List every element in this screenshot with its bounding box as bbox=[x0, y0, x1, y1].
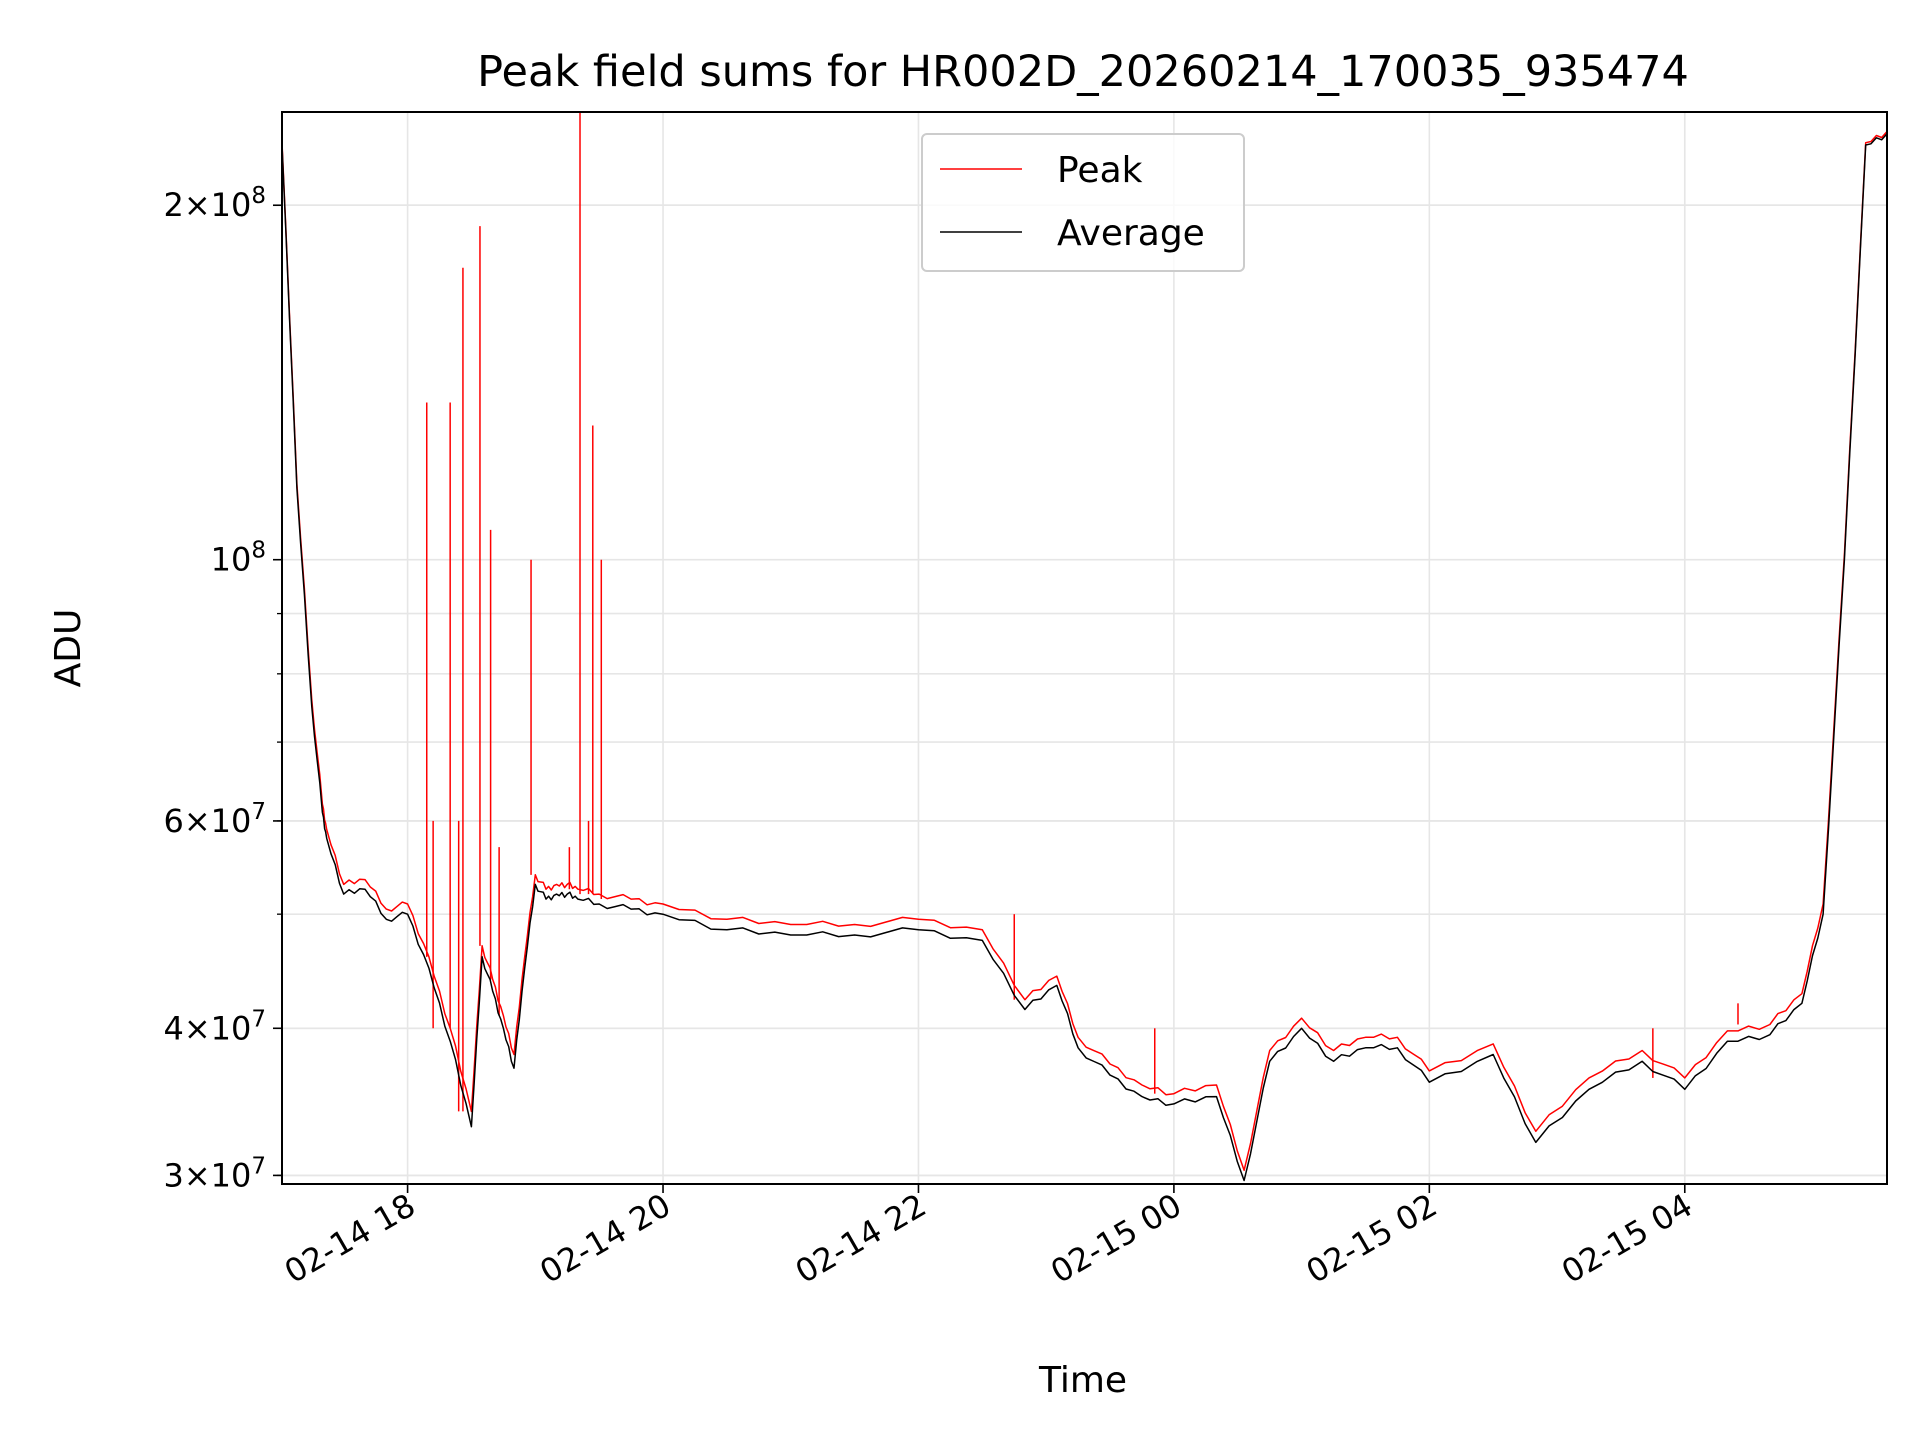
y-axis-label: ADU bbox=[48, 609, 89, 688]
x-axis-label: Time bbox=[1038, 1360, 1127, 1401]
y-tick-label: 2×108 bbox=[163, 183, 266, 224]
legend-average-label: Average bbox=[1057, 213, 1205, 254]
legend: Peak Average bbox=[921, 133, 1245, 272]
legend-peak-label: Peak bbox=[1057, 150, 1143, 191]
series-layer bbox=[282, 112, 1887, 1182]
series-line-average bbox=[282, 133, 1887, 1182]
y-tick-label: 6×107 bbox=[163, 799, 266, 840]
y-tick-label: 3×107 bbox=[163, 1153, 266, 1194]
y-tick-label: 4×107 bbox=[163, 1006, 266, 1047]
chart-title: Peak field sums for HR002D_20260214_1700… bbox=[477, 47, 1689, 97]
y-tick-label: 108 bbox=[211, 538, 266, 579]
plot-frame bbox=[281, 111, 1888, 1185]
